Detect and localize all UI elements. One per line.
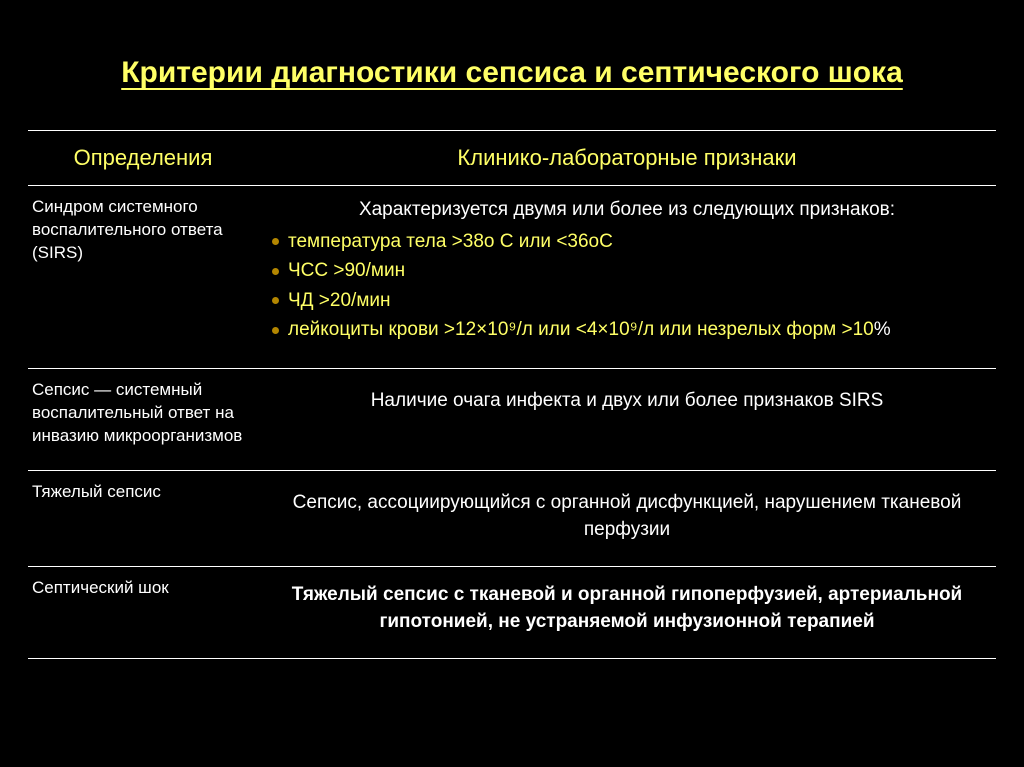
percent-sign: % (874, 319, 891, 340)
list-item: температура тела >38о С или <36оС (270, 228, 984, 256)
header-signs: Клинико-лабораторные признаки (258, 131, 996, 186)
table-row: Сепсис — системный воспалительный ответ … (28, 368, 996, 470)
sirs-bullets: температура тела >38о С или <36оС ЧСС >9… (270, 228, 984, 344)
table-row: Тяжелый сепсис Сепсис, ассоциирующийся с… (28, 470, 996, 566)
signs-cell: Характеризуется двумя или более из следу… (258, 186, 996, 369)
table-row: Синдром системного воспалительного ответ… (28, 186, 996, 369)
criteria-table: Определения Клинико-лабораторные признак… (28, 130, 996, 659)
slide-title: Критерии диагностики сепсиса и септическ… (28, 56, 996, 90)
header-definitions: Определения (28, 131, 258, 186)
signs-cell: Наличие очага инфекта и двух или более п… (258, 368, 996, 470)
slide: Критерии диагностики сепсиса и септическ… (0, 0, 1024, 767)
definition-cell: Тяжелый сепсис (28, 470, 258, 566)
signs-cell: Сепсис, ассоциирующийся с органной дисфу… (258, 470, 996, 566)
definition-cell: Септический шок (28, 566, 258, 658)
list-item: ЧД >20/мин (270, 287, 984, 315)
definition-cell: Синдром системного воспалительного ответ… (28, 186, 258, 369)
leukocytes-text: лейкоциты крови >12×10⁹/л или <4×10⁹/л и… (288, 319, 874, 340)
sirs-intro: Характеризуется двумя или более из следу… (270, 196, 984, 224)
list-item: лейкоциты крови >12×10⁹/л или <4×10⁹/л и… (270, 316, 984, 344)
definition-cell: Сепсис — системный воспалительный ответ … (28, 368, 258, 470)
table-header-row: Определения Клинико-лабораторные признак… (28, 131, 996, 186)
table-row: Септический шок Тяжелый сепсис с тканево… (28, 566, 996, 658)
signs-cell: Тяжелый сепсис с тканевой и органной гип… (258, 566, 996, 658)
list-item: ЧСС >90/мин (270, 257, 984, 285)
